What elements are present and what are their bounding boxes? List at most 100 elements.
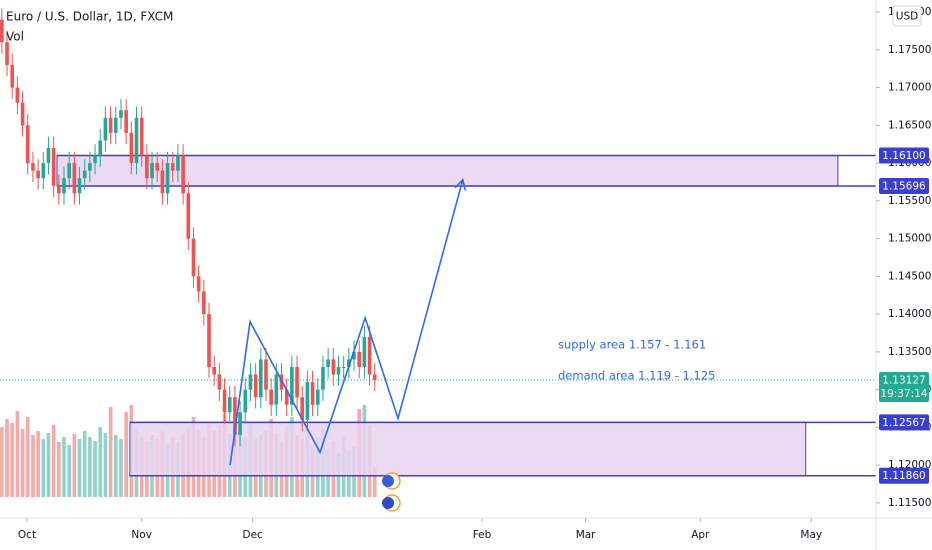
candle-body	[124, 110, 128, 133]
candle-body	[93, 155, 97, 164]
volume-bar	[20, 429, 25, 497]
volume-bar	[88, 437, 92, 497]
candle-body	[212, 366, 217, 375]
volume-bar	[67, 445, 71, 497]
x-tick-label: Mar	[576, 529, 596, 541]
candle-body	[264, 359, 268, 390]
candle-layer	[0, 8, 377, 447]
candle-body	[176, 155, 180, 171]
price-label: 1.15696	[882, 181, 926, 193]
candle-body	[341, 366, 346, 368]
x-tick-label: Feb	[473, 529, 492, 541]
volume-bar	[93, 441, 97, 497]
volume-bar	[82, 431, 87, 497]
x-tick-label: Nov	[131, 529, 152, 541]
y-tick-label: 1.15000	[888, 233, 931, 245]
x-tick-label: Oct	[18, 529, 36, 541]
candle-body	[310, 382, 315, 405]
candle-body	[15, 87, 20, 103]
candle-body	[67, 163, 71, 179]
candle-body	[0, 19, 4, 43]
volume-bar	[41, 439, 46, 497]
volume-bar	[46, 433, 51, 497]
candle-body	[145, 155, 149, 179]
price-label: 1.11860	[882, 470, 925, 482]
pattern-line	[229, 179, 464, 466]
axis-layer: 1.115001.120001.125001.130001.135001.140…	[18, 6, 931, 541]
x-tick-label: Dec	[242, 529, 263, 541]
candle-body	[82, 170, 87, 179]
candle-body	[290, 366, 294, 405]
currency-button[interactable]	[892, 5, 922, 27]
x-tick-label: May	[800, 529, 822, 541]
candle-body	[326, 359, 330, 367]
candle-body	[113, 117, 118, 133]
candle-body	[20, 102, 25, 126]
volume-bar	[113, 435, 118, 497]
drawing-layer	[0, 178, 876, 466]
candle-body	[46, 148, 51, 164]
candle-body	[98, 140, 103, 156]
event-icons	[382, 472, 401, 512]
candle-body	[352, 351, 356, 360]
candle-body	[10, 64, 15, 88]
y-tick-label: 1.11500	[888, 497, 931, 509]
y-tick-label: 1.13500	[888, 346, 931, 358]
candle-body	[150, 163, 154, 179]
volume-bar	[10, 423, 15, 497]
candle-body	[31, 163, 35, 171]
price-label-box	[879, 147, 929, 164]
candle-body	[196, 276, 201, 292]
y-tick-label: 1.14000	[888, 308, 931, 320]
candle-body	[258, 359, 263, 398]
countdown-label: 19:37:14	[880, 388, 927, 400]
x-tick-label: Apr	[691, 529, 710, 541]
candle-body	[57, 185, 61, 194]
candle-body	[305, 382, 310, 420]
volume-bar	[51, 425, 56, 497]
candle-body	[181, 155, 185, 194]
candle-body	[238, 412, 242, 435]
candle-body	[129, 132, 134, 164]
currency-label[interactable]: USD	[896, 11, 918, 23]
candle-body	[41, 163, 46, 179]
volume-bar	[0, 427, 4, 497]
candle-body	[62, 178, 66, 194]
annotation: supply area 1.157 - 1.161	[558, 338, 706, 352]
candle-body	[217, 374, 222, 390]
candle-body	[103, 117, 108, 141]
candle-body	[134, 117, 139, 164]
y-tick-label: 1.17500	[888, 44, 931, 56]
volume-bar	[77, 439, 82, 497]
candle-body	[207, 314, 211, 367]
candle-body	[269, 389, 273, 405]
candle-body	[165, 163, 170, 194]
price-label: 1.16100	[882, 150, 925, 162]
candle-body	[300, 397, 305, 420]
volume-bar	[57, 442, 61, 497]
indicator-label: Vol	[6, 30, 24, 44]
volume-bar	[372, 467, 377, 497]
candle-body	[227, 397, 232, 413]
candle-body	[347, 359, 351, 367]
candle-body	[243, 389, 248, 413]
candle-body	[155, 163, 160, 171]
candle-body	[88, 163, 92, 171]
event-icon	[382, 475, 394, 487]
y-tick-label: 1.14500	[888, 270, 931, 282]
price-label-box	[879, 467, 929, 484]
candle-body	[248, 374, 253, 390]
candle-body	[357, 351, 362, 367]
last-price-label: 1.13127	[882, 375, 925, 387]
volume-bar	[103, 433, 108, 497]
y-tick-label: 1.15500	[888, 195, 931, 207]
candle-body	[72, 163, 77, 194]
candle-body	[51, 148, 56, 186]
candle-body	[295, 366, 299, 398]
chart-title: Euro / U.S. Dollar, 1D, FXCM	[6, 10, 173, 24]
candle-body	[367, 336, 372, 375]
zone	[56, 155, 839, 187]
candle-body	[336, 366, 341, 375]
annotation: demand area 1.119 - 1.125	[558, 369, 715, 383]
